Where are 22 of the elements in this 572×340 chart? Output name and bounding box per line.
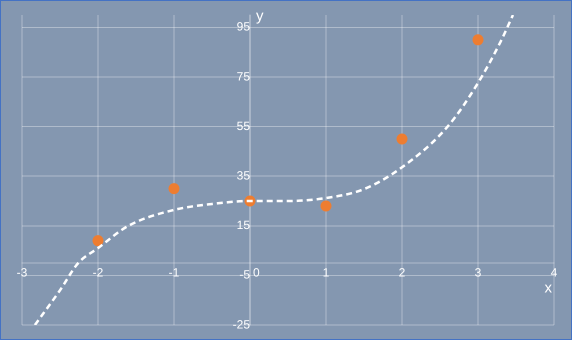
point xyxy=(92,235,104,246)
y-tick-label: 95 xyxy=(236,20,250,34)
y-tick-label: 75 xyxy=(236,69,250,84)
y-tick-label: 35 xyxy=(236,168,250,183)
y-tick-label: 15 xyxy=(236,218,250,232)
x-tick-label: 3 xyxy=(474,265,482,280)
x-tick-label: -3 xyxy=(16,265,28,280)
x-tick-label: 4 xyxy=(550,265,558,280)
point xyxy=(396,134,408,144)
point xyxy=(168,183,180,194)
x-tick-label: 2 xyxy=(398,265,406,280)
point xyxy=(472,34,484,46)
y-tick-label: -25 xyxy=(232,317,250,332)
x-tick-label: 1 xyxy=(322,265,330,280)
y-tick-label: -5 xyxy=(239,268,250,282)
y-axis-title: y xyxy=(256,8,264,25)
x-tick-label: -1 xyxy=(168,265,180,280)
x-axis-title: x xyxy=(544,280,552,297)
x-tick-label: 0 xyxy=(253,265,260,280)
x-tick-label: -2 xyxy=(92,265,104,280)
y-tick-label: 55 xyxy=(236,118,250,133)
point xyxy=(320,200,332,212)
